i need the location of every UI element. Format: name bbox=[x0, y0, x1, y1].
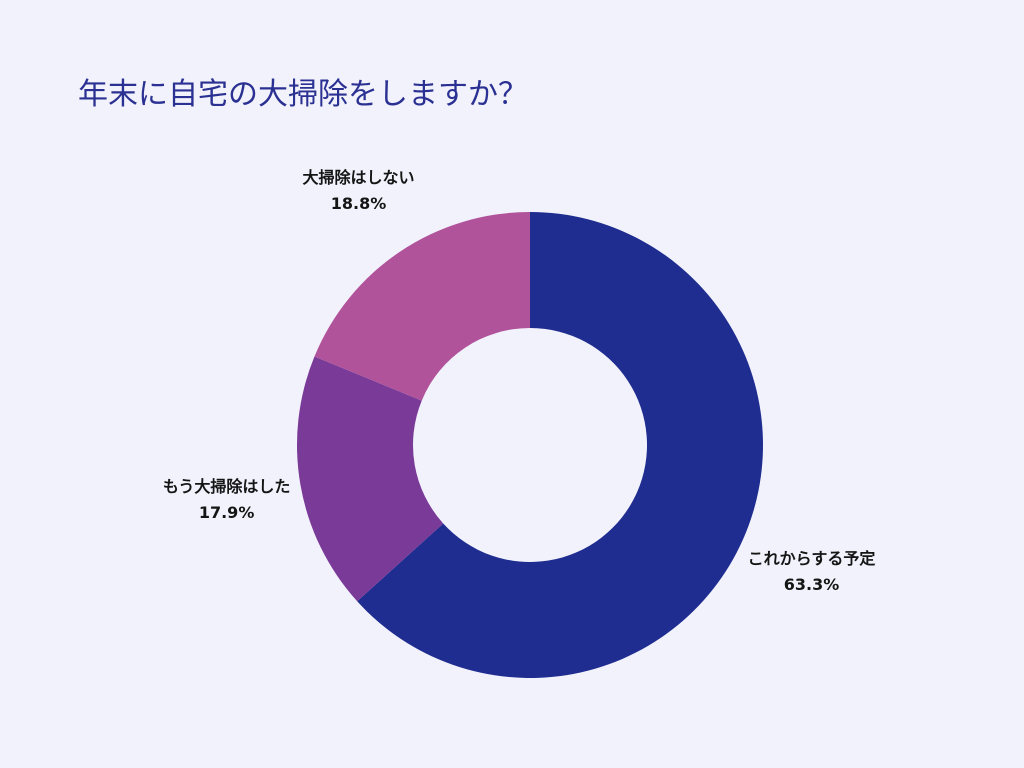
value-number: 17.9 bbox=[199, 503, 238, 522]
value-unit: % bbox=[823, 575, 839, 594]
donut-slice-1 bbox=[357, 212, 764, 678]
category-label-1: これからする予定 bbox=[748, 549, 876, 568]
value-label-3: 18.8% bbox=[331, 194, 387, 213]
value-number: 18.8 bbox=[331, 194, 370, 213]
value-unit: % bbox=[370, 194, 386, 213]
chart-title: 年末に自宅の大掃除をしますか？ bbox=[78, 77, 528, 112]
category-label-2: もう大掃除はした bbox=[163, 477, 291, 496]
value-label-2: 17.9% bbox=[199, 503, 255, 522]
category-label-3: 大掃除はしない bbox=[302, 168, 414, 187]
slice-labels: これからする予定 63.3% もう大掃除はした 17.9% 大掃除はしない 18.8% bbox=[163, 168, 876, 594]
donut-slice-2 bbox=[297, 356, 444, 602]
value-number: 63.3 bbox=[784, 575, 823, 594]
donut-slices bbox=[297, 212, 764, 678]
value-unit: % bbox=[238, 503, 254, 522]
donut-slice-3 bbox=[314, 212, 530, 401]
value-label-1: 63.3% bbox=[784, 575, 840, 594]
